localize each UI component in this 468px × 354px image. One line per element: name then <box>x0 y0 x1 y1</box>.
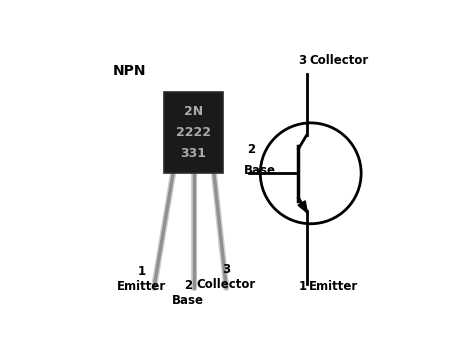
Text: 2: 2 <box>184 279 192 292</box>
Text: Base: Base <box>172 294 204 307</box>
Text: 3: 3 <box>222 263 230 275</box>
Text: 331: 331 <box>181 147 206 160</box>
Text: Collector: Collector <box>197 278 256 291</box>
Text: 1: 1 <box>299 280 307 293</box>
Text: Emitter: Emitter <box>309 280 358 293</box>
Text: NPN: NPN <box>113 64 146 78</box>
Text: 1: 1 <box>138 265 146 278</box>
Bar <box>163 92 224 173</box>
Text: 2: 2 <box>247 143 255 156</box>
Polygon shape <box>298 201 307 213</box>
Text: Collector: Collector <box>309 54 369 67</box>
Text: 3: 3 <box>299 54 307 67</box>
Text: Base: Base <box>244 164 276 177</box>
Text: 2222: 2222 <box>176 126 211 139</box>
Text: Emitter: Emitter <box>117 280 166 293</box>
Text: 2N: 2N <box>184 105 203 118</box>
